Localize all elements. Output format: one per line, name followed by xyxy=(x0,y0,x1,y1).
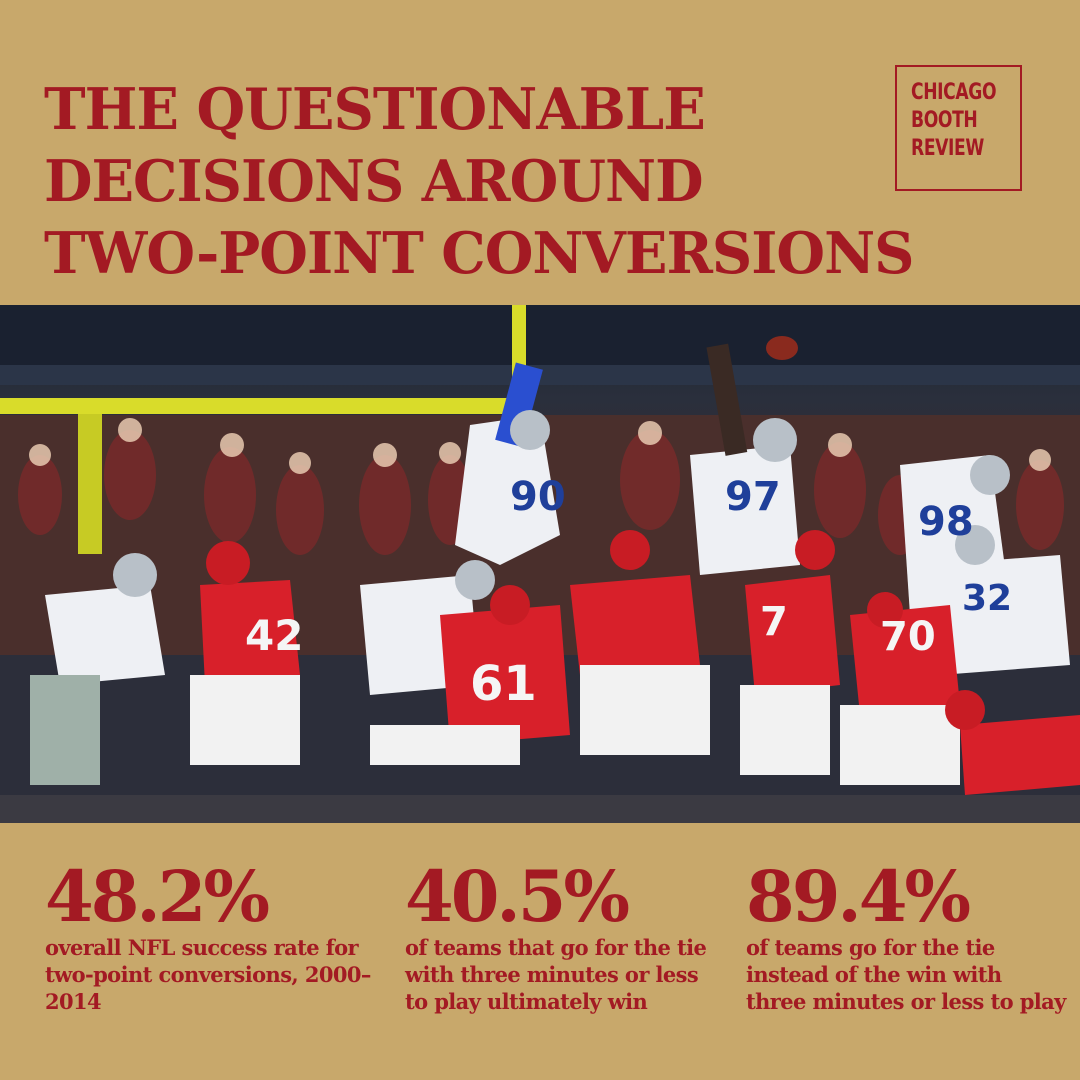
stat-description: overall NFL success rate for two-point c… xyxy=(45,935,371,1014)
stat-value: 48.2% xyxy=(45,855,270,938)
stat-description: of teams go for the tie instead of the w… xyxy=(746,935,1066,1014)
headline-line-1: THE QUESTIONABLE xyxy=(44,76,706,143)
stat-description: of teams that go for the tie with three … xyxy=(405,935,707,1014)
stat-value: 40.5% xyxy=(405,855,630,938)
jersey-numbers: 90 97 98 32 42 61 70 7 xyxy=(245,474,1012,712)
headline-line-3: TWO-POINT CONVERSIONS xyxy=(44,220,915,287)
dallas-players xyxy=(30,343,1070,785)
headline: THE QUESTIONABLE DECISIONS AROUND TWO-PO… xyxy=(44,74,915,290)
jersey-number-42: 42 xyxy=(245,611,303,660)
jersey-number-32: 32 xyxy=(962,578,1012,619)
jersey-number-98: 98 xyxy=(918,499,974,545)
stat-value: 89.4% xyxy=(746,855,971,938)
headline-line-2: DECISIONS AROUND xyxy=(44,148,704,215)
crowd-figures xyxy=(18,430,1064,555)
jersey-number-90: 90 xyxy=(510,474,566,520)
football xyxy=(766,336,798,360)
logo-line-3: REVIEW xyxy=(911,136,984,161)
stat-go-for-tie: 89.4% of teams go for the tie instead of… xyxy=(746,858,1066,1015)
chicago-booth-review-logo: CHICAGO BOOTH REVIEW xyxy=(895,65,1022,191)
stat-tie-winners: 40.5% of teams that go for the tie with … xyxy=(405,858,725,1015)
jersey-number-61: 61 xyxy=(470,656,537,712)
football-photo-illustration: 90 97 98 32 42 61 70 7 xyxy=(0,305,1080,823)
jersey-number-7: 7 xyxy=(760,599,788,645)
stadium-upper-deck xyxy=(0,305,1080,375)
goal-post-crossbar xyxy=(0,398,520,414)
jersey-number-97: 97 xyxy=(725,474,781,520)
jersey-number-70: 70 xyxy=(880,614,936,660)
football-photo: 90 97 98 32 42 61 70 7 xyxy=(0,305,1080,823)
logo-line-1: CHICAGO xyxy=(911,80,997,105)
chiefs-players xyxy=(190,530,1080,795)
goal-post-base xyxy=(78,414,102,554)
logo-line-2: BOOTH xyxy=(911,108,978,133)
stat-success-rate: 48.2% overall NFL success rate for two-p… xyxy=(45,858,375,1015)
